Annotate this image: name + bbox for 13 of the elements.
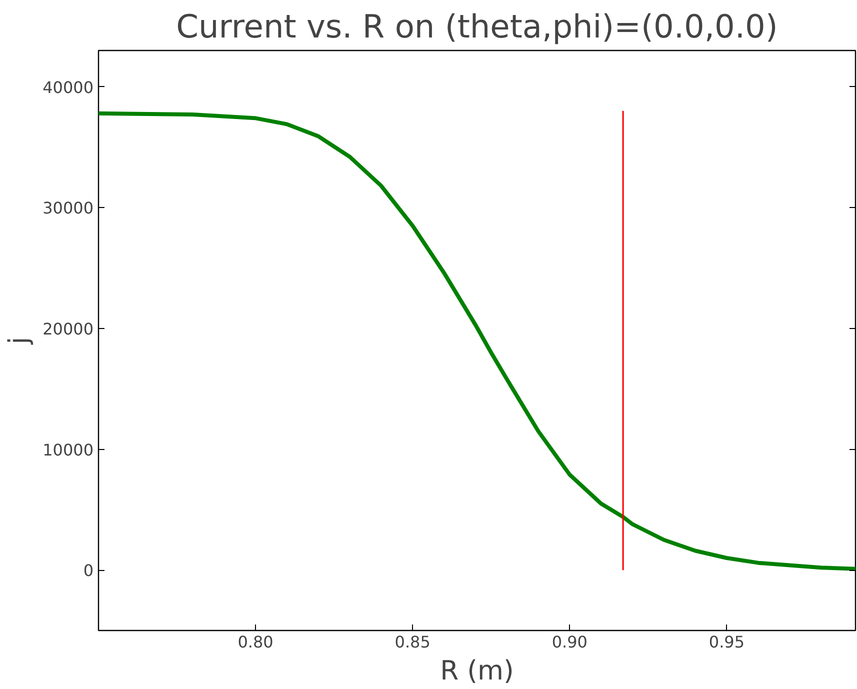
y-tick-label: 0 xyxy=(83,561,94,580)
y-tick-label: 30000 xyxy=(42,198,94,218)
y-tick-label: 10000 xyxy=(42,440,94,460)
x-tick-label: 0.80 xyxy=(238,632,274,652)
y-axis-title: j xyxy=(4,336,35,346)
y-tick-label: 20000 xyxy=(42,319,94,338)
x-tick-label: 0.90 xyxy=(552,632,588,652)
line-series xyxy=(98,111,856,571)
x-tick-label: 0.85 xyxy=(394,632,430,652)
x-axis-title: R (m) xyxy=(440,656,514,686)
y-tick-label: 40000 xyxy=(42,78,94,97)
chart-title: Current vs. R on (theta,phi)=(0.0,0.0) xyxy=(176,8,778,46)
x-tick-label: 0.95 xyxy=(708,632,745,652)
